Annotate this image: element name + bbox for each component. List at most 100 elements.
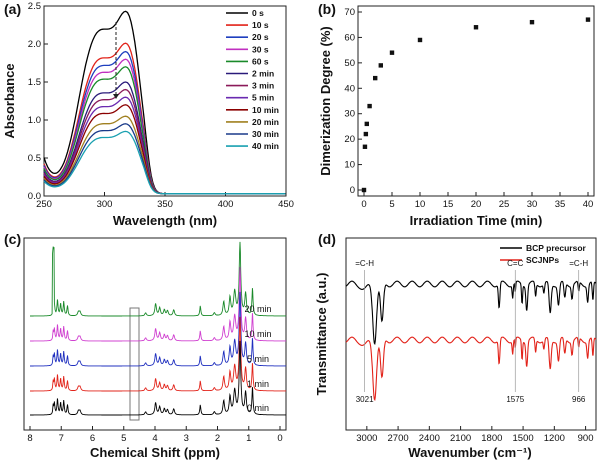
d-band-label: =C-H <box>569 259 588 268</box>
a-ytick-label: 2.5 <box>28 1 41 12</box>
panel-b-ticks: 0 5 10 15 20 25 30 35 40 0 10 20 30 40 50 60 70 <box>344 7 593 210</box>
b-data-point <box>363 131 369 137</box>
panel-d: (d) 3000 2700 2400 2100 1800 1500 1200 900 BCP … <box>314 231 597 460</box>
d-xtick-label: 2700 <box>388 433 409 444</box>
panel-b-frame <box>357 5 595 197</box>
b-xtick-label: 35 <box>555 199 566 210</box>
c-xtick-label: 2 <box>215 433 220 444</box>
b-xtick-label: 25 <box>499 199 510 210</box>
panel-d-ylabel: Transmittance (a.u.) <box>314 273 329 396</box>
b-data-point <box>473 25 479 30</box>
panel-a-curves <box>43 10 286 195</box>
panel-d-ticks: 3000 2700 2400 2100 1800 1500 1200 900 <box>356 426 594 444</box>
d-spectrum-line <box>345 336 597 402</box>
panel-c: (c) 8 7 6 5 4 3 2 1 0 20 min 10 min 5 min 1 min 0 mi… <box>4 231 287 460</box>
panel-a: (a) 250 300 350 400 450 0.0 0.5 1.0 1.5 2.0 2.5 0 … <box>2 1 294 228</box>
c-spectrum-line <box>30 316 287 392</box>
panel-a-xlabel: Wavelength (nm) <box>113 213 217 228</box>
panel-d-frame <box>345 237 597 431</box>
c-spectrum-label: 5 min <box>247 354 269 364</box>
b-ytick-label: 0 <box>350 185 355 196</box>
a-series-line <box>43 130 286 195</box>
panel-b-ylabel: Dimerization Degree (%) <box>318 26 333 176</box>
panel-d-legend: BCP precursor SCJNPs <box>500 243 587 265</box>
a-xtick-label: 450 <box>278 199 294 210</box>
b-ytick-label: 10 <box>344 160 355 171</box>
panel-b: (b) 0 5 10 15 20 25 30 35 40 0 10 20 30 40 50 60 70 Irra… <box>318 1 595 228</box>
d-legend-label: SCJNPs <box>526 255 559 265</box>
panel-d-label: (d) <box>318 231 336 247</box>
panel-c-label: (c) <box>4 231 21 247</box>
d-spectrum-line <box>345 280 597 346</box>
panel-d-spectra <box>345 280 597 402</box>
b-xtick-label: 10 <box>415 199 426 210</box>
a-legend-label: 0 s <box>252 8 264 18</box>
b-data-point <box>585 17 591 22</box>
b-ytick-label: 60 <box>344 32 355 43</box>
a-xtick-label: 400 <box>218 199 234 210</box>
a-ytick-label: 0.0 <box>28 191 41 202</box>
panel-c-spectra: 20 min 10 min 5 min 1 min 0 min <box>30 241 287 416</box>
b-data-point <box>362 144 368 149</box>
d-xtick-label: 3000 <box>356 433 377 444</box>
panel-a-label: (a) <box>4 1 21 17</box>
d-xtick-label: 1200 <box>544 433 565 444</box>
a-xtick-label: 250 <box>36 199 52 210</box>
b-data-point <box>361 187 367 193</box>
panel-a-ylabel: Absorbance <box>2 63 17 138</box>
b-xtick-label: 5 <box>389 199 394 210</box>
panel-b-label: (b) <box>318 1 336 17</box>
d-xtick-label: 2100 <box>450 433 471 444</box>
a-legend-label: 30 min <box>252 129 279 139</box>
panel-a-ticks: 250 300 350 400 450 0.0 0.5 1.0 1.5 2.0 2.5 <box>28 1 294 210</box>
b-data-point <box>389 50 395 55</box>
decrease-arrow-head <box>113 94 119 99</box>
highlight-box <box>129 307 140 421</box>
panel-b-xlabel: Irradiation Time (min) <box>410 213 543 228</box>
c-xtick-label: 6 <box>90 433 95 444</box>
a-legend-label: 2 min <box>252 69 274 79</box>
c-spectrum-label: 20 min <box>244 304 271 314</box>
d-band-value: 1575 <box>506 395 524 404</box>
a-ytick-label: 0.5 <box>28 153 41 164</box>
panel-a-frame <box>43 5 287 197</box>
b-ytick-label: 40 <box>344 83 355 94</box>
b-data-point <box>417 37 423 43</box>
b-xtick-label: 0 <box>361 199 366 210</box>
a-legend-label: 20 min <box>252 117 279 127</box>
d-band-label: C=C <box>507 259 523 268</box>
b-data-point <box>364 121 369 127</box>
b-ytick-label: 30 <box>344 109 355 120</box>
b-xtick-label: 15 <box>443 199 454 210</box>
a-legend-label: 40 min <box>252 141 279 151</box>
c-spectrum-line <box>30 291 287 367</box>
a-xtick-label: 350 <box>157 199 173 210</box>
a-legend-label: 60 s <box>252 56 269 66</box>
c-xtick-label: 3 <box>184 433 189 444</box>
b-ytick-label: 20 <box>344 134 355 145</box>
d-band-label: =C-H <box>355 259 374 268</box>
c-xtick-label: 5 <box>121 433 126 444</box>
d-band-value: 3021 <box>356 395 374 404</box>
a-legend-label: 5 min <box>252 93 274 103</box>
b-data-point <box>373 75 378 81</box>
c-spectrum-line <box>30 241 287 317</box>
d-xtick-label: 2400 <box>419 433 440 444</box>
a-series-line <box>43 58 286 195</box>
a-xtick-label: 300 <box>97 199 113 210</box>
b-ytick-label: 50 <box>344 58 355 69</box>
c-spectrum-label: 10 min <box>244 329 271 339</box>
a-series-line <box>43 10 286 195</box>
d-legend-label: BCP precursor <box>526 243 587 253</box>
b-data-point <box>367 103 372 109</box>
panel-d-annotations: =C-H C=C =C-H 3021 1575 966 <box>355 259 588 404</box>
a-legend-label: 20 s <box>252 32 269 42</box>
panel-c-ticks: 8 7 6 5 4 3 2 1 0 <box>27 426 283 444</box>
panel-d-xlabel: Wavenumber (cm⁻¹) <box>408 445 531 460</box>
c-xtick-label: 0 <box>277 433 282 444</box>
d-band-value: 966 <box>572 395 586 404</box>
a-legend-label: 10 min <box>252 105 279 115</box>
c-spectrum-line <box>30 266 287 342</box>
c-xtick-label: 7 <box>59 433 64 444</box>
